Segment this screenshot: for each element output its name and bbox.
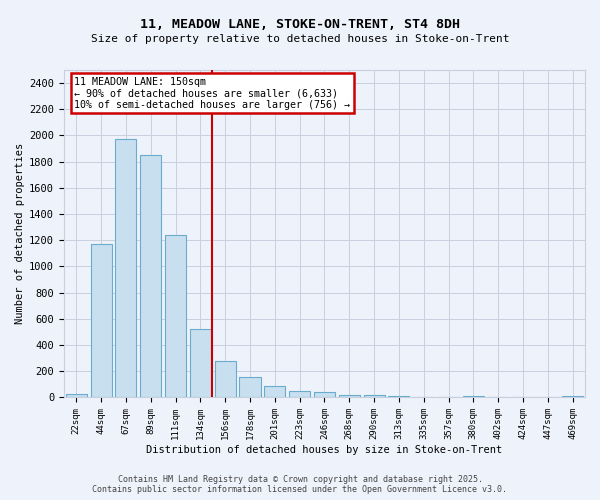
Bar <box>190 330 211 398</box>
Bar <box>289 391 310 398</box>
Bar <box>239 377 260 398</box>
Text: Size of property relative to detached houses in Stoke-on-Trent: Size of property relative to detached ho… <box>91 34 509 44</box>
Bar <box>388 396 409 398</box>
X-axis label: Distribution of detached houses by size in Stoke-on-Trent: Distribution of detached houses by size … <box>146 445 503 455</box>
Text: 11, MEADOW LANE, STOKE-ON-TRENT, ST4 8DH: 11, MEADOW LANE, STOKE-ON-TRENT, ST4 8DH <box>140 18 460 30</box>
Text: 11 MEADOW LANE: 150sqm
← 90% of detached houses are smaller (6,633)
10% of semi-: 11 MEADOW LANE: 150sqm ← 90% of detached… <box>74 76 350 110</box>
Text: Contains HM Land Registry data © Crown copyright and database right 2025.
Contai: Contains HM Land Registry data © Crown c… <box>92 474 508 494</box>
Bar <box>140 155 161 398</box>
Bar <box>91 244 112 398</box>
Bar <box>562 396 583 398</box>
Y-axis label: Number of detached properties: Number of detached properties <box>15 143 25 324</box>
Bar <box>165 235 186 398</box>
Bar <box>215 362 236 398</box>
Bar <box>264 386 286 398</box>
Bar <box>115 140 136 398</box>
Bar <box>463 396 484 398</box>
Bar <box>314 392 335 398</box>
Bar <box>66 394 87 398</box>
Bar <box>364 395 385 398</box>
Bar <box>339 395 360 398</box>
